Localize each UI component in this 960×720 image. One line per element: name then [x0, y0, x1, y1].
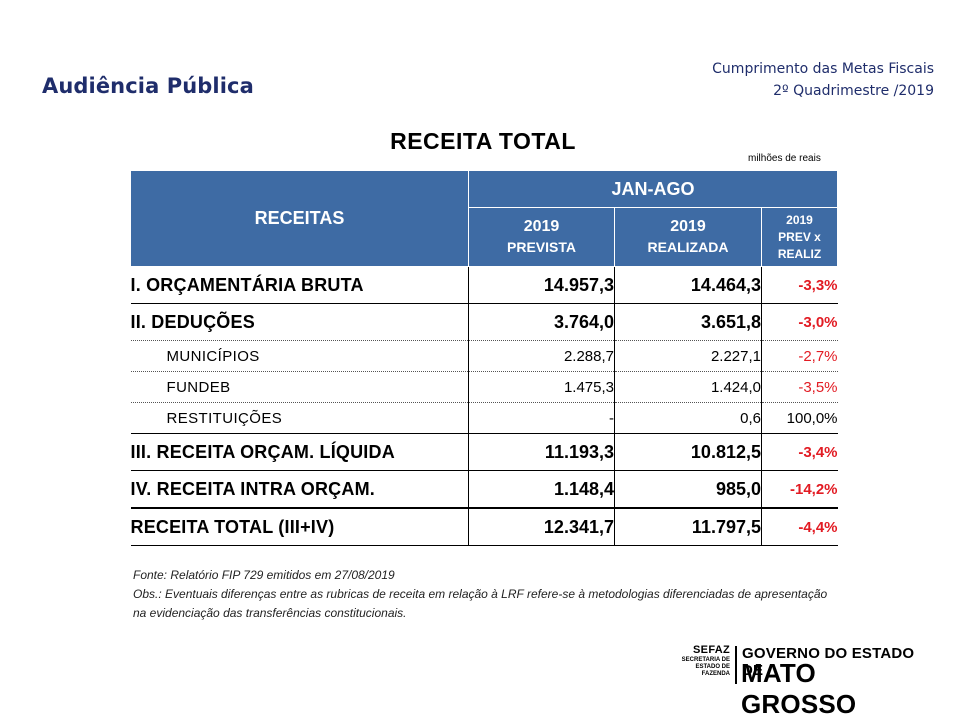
sefaz-subtitle-2: ESTADO DE FAZENDA — [695, 664, 730, 677]
row-pct: -3,3% — [760, 266, 838, 304]
page-title: Audiência Pública — [42, 74, 254, 98]
obs-note: Obs.: Eventuais diferenças entre as rubr… — [133, 587, 828, 620]
row-prevista: 1.148,4 — [468, 470, 615, 508]
header-pct-line-2: PREV x — [778, 229, 821, 244]
row-realizada: 11.797,5 — [614, 507, 762, 546]
header-realizada-year: 2019 — [670, 218, 706, 235]
row-prevista: 3.764,0 — [468, 303, 615, 341]
sefaz-subtitle-1: SECRETARIA DE — [681, 657, 730, 663]
government-name-line-1: GOVERNO DO ESTADO DE — [742, 645, 915, 679]
document-subtitle: Cumprimento das Metas Fiscais 2º Quadrim… — [712, 58, 934, 102]
row-label: I. ORÇAMENTÁRIA BRUTA — [130, 266, 469, 304]
row-label: III. RECEITA ORÇAM. LÍQUIDA — [130, 433, 469, 471]
header-period: JAN-AGO — [467, 170, 839, 208]
sefaz-logo: SEFAZ SECRETARIA DE ESTADO DE FAZENDA — [668, 644, 730, 678]
row-realizada: 14.464,3 — [614, 266, 762, 304]
government-logo: SEFAZ SECRETARIA DE ESTADO DE FAZENDA GO… — [668, 644, 930, 719]
header-prevista: 2019 PREVISTA — [468, 207, 615, 267]
header-receitas: RECEITAS — [130, 170, 469, 267]
header-realizada: 2019 REALIZADA — [614, 207, 762, 267]
row-pct: -3,5% — [760, 371, 838, 403]
row-label: MUNICÍPIOS — [130, 340, 469, 372]
row-prevista: - — [468, 402, 615, 434]
row-realizada: 1.424,0 — [614, 371, 762, 403]
header-pct-line-1: 2019 — [786, 212, 813, 227]
row-prevista: 14.957,3 — [468, 266, 615, 304]
row-label: FUNDEB — [130, 371, 469, 403]
row-label: IV. RECEITA INTRA ORÇAM. — [130, 470, 469, 508]
header-pct-line-3: REALIZ — [777, 246, 822, 261]
row-realizada: 3.651,8 — [614, 303, 762, 341]
table-row: II. DEDUÇÕES 3.764,0 3.651,8 -3,0% — [130, 303, 838, 341]
row-prevista: 2.288,7 — [468, 340, 615, 372]
row-prevista: 1.475,3 — [468, 371, 615, 403]
row-label: II. DEDUÇÕES — [130, 303, 469, 341]
row-label: RECEITA TOTAL (III+IV) — [130, 507, 469, 546]
row-pct: -3,0% — [760, 303, 838, 341]
table-row: III. RECEITA ORÇAM. LÍQUIDA 11.193,3 10.… — [130, 433, 838, 471]
header-prevista-label: PREVISTA — [507, 239, 576, 255]
row-realizada: 10.812,5 — [614, 433, 762, 471]
revenue-table: RECEITAS JAN-AGO 2019 PREVISTA 2019 REAL… — [130, 170, 839, 546]
sefaz-name: SEFAZ — [693, 644, 730, 656]
government-name-line-2: MATO GROSSO — [741, 658, 857, 719]
row-pct: -4,4% — [760, 507, 838, 546]
table-title: RECEITA TOTAL — [390, 128, 576, 154]
subtitle-line-2: 2º Quadrimestre /2019 — [773, 83, 934, 99]
row-label: RESTITUIÇÕES — [130, 402, 469, 434]
table-row: MUNICÍPIOS 2.288,7 2.227,1 -2,7% — [130, 340, 838, 372]
row-realizada: 2.227,1 — [614, 340, 762, 372]
table-row: I. ORÇAMENTÁRIA BRUTA 14.957,3 14.464,3 … — [130, 266, 838, 304]
header-prevista-year: 2019 — [523, 218, 560, 235]
footnotes: Fonte: Relatório FIP 729 emitidos em 27/… — [133, 566, 833, 623]
table-row: FUNDEB 1.475,3 1.424,0 -3,5% — [130, 371, 838, 403]
row-pct: -3,4% — [760, 433, 838, 471]
table-row: IV. RECEITA INTRA ORÇAM. 1.148,4 985,0 -… — [130, 470, 838, 508]
units-label: milhões de reais — [748, 153, 821, 164]
table-row: RESTITUIÇÕES - 0,6 100,0% — [130, 402, 838, 434]
row-pct: 100,0% — [760, 402, 838, 434]
source-note: Fonte: Relatório FIP 729 emitidos em 27/… — [133, 568, 395, 582]
row-prevista: 11.193,3 — [468, 433, 615, 471]
row-realizada: 0,6 — [614, 402, 762, 434]
header-realizada-label: REALIZADA — [647, 239, 729, 255]
row-realizada: 985,0 — [614, 470, 762, 508]
row-prevista: 12.341,7 — [468, 507, 615, 546]
table-row-total: RECEITA TOTAL (III+IV) 12.341,7 11.797,5… — [130, 507, 838, 546]
header-prev-x-realiz: 2019 PREV x REALIZ — [760, 207, 839, 267]
logo-divider — [735, 646, 737, 684]
row-pct: -2,7% — [760, 340, 838, 372]
row-pct: -14,2% — [760, 470, 838, 508]
subtitle-line-1: Cumprimento das Metas Fiscais — [712, 61, 934, 77]
